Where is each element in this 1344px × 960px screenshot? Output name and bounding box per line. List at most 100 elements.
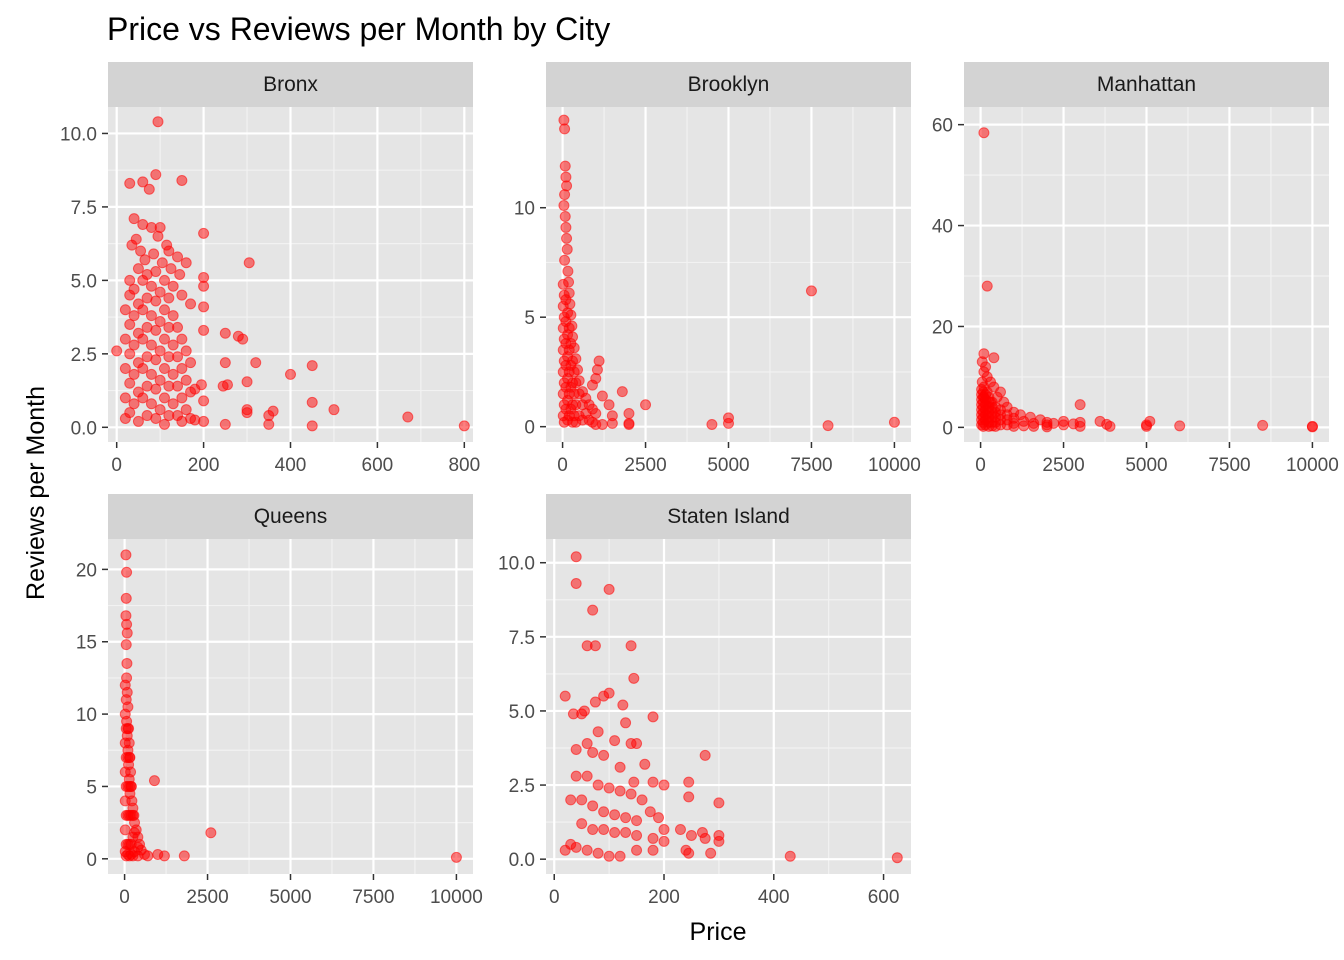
data-point [219,418,231,430]
x-tick-label: 10000 [430,887,483,908]
data-point [306,360,318,372]
data-point [581,770,593,782]
data-point [167,310,179,322]
x-tick-label: 0 [111,455,122,476]
data-point [185,386,197,398]
data-point [589,640,601,652]
data-point [121,657,133,669]
data-point [699,749,711,761]
data-point [132,850,144,862]
data-point [119,392,131,404]
data-point [132,263,144,275]
data-point [625,640,637,652]
data-point [145,368,157,380]
data-point [111,345,123,357]
data-point [587,604,599,616]
data-point [306,420,318,432]
data-point [568,366,580,378]
data-point [561,243,573,255]
data-point [587,746,599,758]
data-point [559,210,571,222]
data-point [616,386,628,398]
data-point [1028,420,1040,432]
data-point [647,844,659,856]
data-point [150,169,162,181]
data-point [578,705,590,717]
data-point [119,333,131,345]
data-point [198,301,210,313]
data-point [683,847,695,859]
data-point [557,278,569,290]
data-point [167,280,179,292]
data-point [647,832,659,844]
data-point [152,230,164,242]
data-point [119,304,131,316]
data-point [1041,421,1053,433]
data-point [128,213,140,225]
data-point [119,679,131,691]
data-point [658,824,670,836]
data-point [154,316,166,328]
y-tick-label: 5.0 [509,702,535,723]
data-point [685,829,697,841]
y-tick-label: 7.5 [71,198,97,219]
y-tick-label: 5 [524,308,535,329]
data-point [185,298,197,310]
data-point [137,333,149,345]
data-point [167,398,179,410]
data-point [176,174,188,186]
x-tick-label: 0 [119,887,130,908]
data-point [172,321,184,333]
y-tick-label: 10 [514,199,535,220]
y-tick-label: 2.5 [509,776,535,797]
data-point [132,415,144,427]
facet-label: Queens [254,505,328,528]
data-point [1008,420,1020,432]
x-tick-label: 2500 [186,887,228,908]
data-point [241,404,253,416]
data-point [636,794,648,806]
data-point [124,348,136,360]
data-point [198,227,210,239]
data-point [180,345,192,357]
data-point [176,392,188,404]
data-point [150,295,162,307]
data-point [119,795,131,807]
y-tick-label: 10 [76,705,97,726]
data-point [631,738,643,750]
data-point [119,737,131,749]
data-point [598,749,610,761]
x-tick-label: 7500 [790,455,832,476]
data-point [784,850,796,862]
x-tick-label: 0 [557,455,568,476]
data-point [570,377,582,389]
facet-label: Staten Island [667,505,790,528]
data-point [623,408,635,420]
data-point [172,351,184,363]
data-point [559,690,571,702]
data-point [683,776,695,788]
data-point [154,345,166,357]
data-point [988,352,1000,364]
data-point [713,835,725,847]
facet-manhattan: Manhattan 0 2500 5000 7500 10000 0 20 40 60 [932,62,1339,476]
data-point [644,806,656,818]
data-point [143,183,155,195]
data-point [1257,419,1269,431]
data-point [592,847,604,859]
data-point [158,418,170,430]
data-point [128,339,140,351]
y-tick-label: 0.0 [509,850,535,871]
y-tick-label: 0 [942,418,953,439]
data-point [205,827,217,839]
data-point [567,355,579,367]
data-point [713,797,725,809]
y-tick-label: 10.0 [498,554,535,575]
x-tick-label: 600 [868,887,900,908]
data-point [150,383,162,395]
data-point [128,368,140,380]
data-point [581,738,593,750]
data-point [1174,420,1186,432]
data-point [142,850,154,862]
data-point [458,420,470,432]
